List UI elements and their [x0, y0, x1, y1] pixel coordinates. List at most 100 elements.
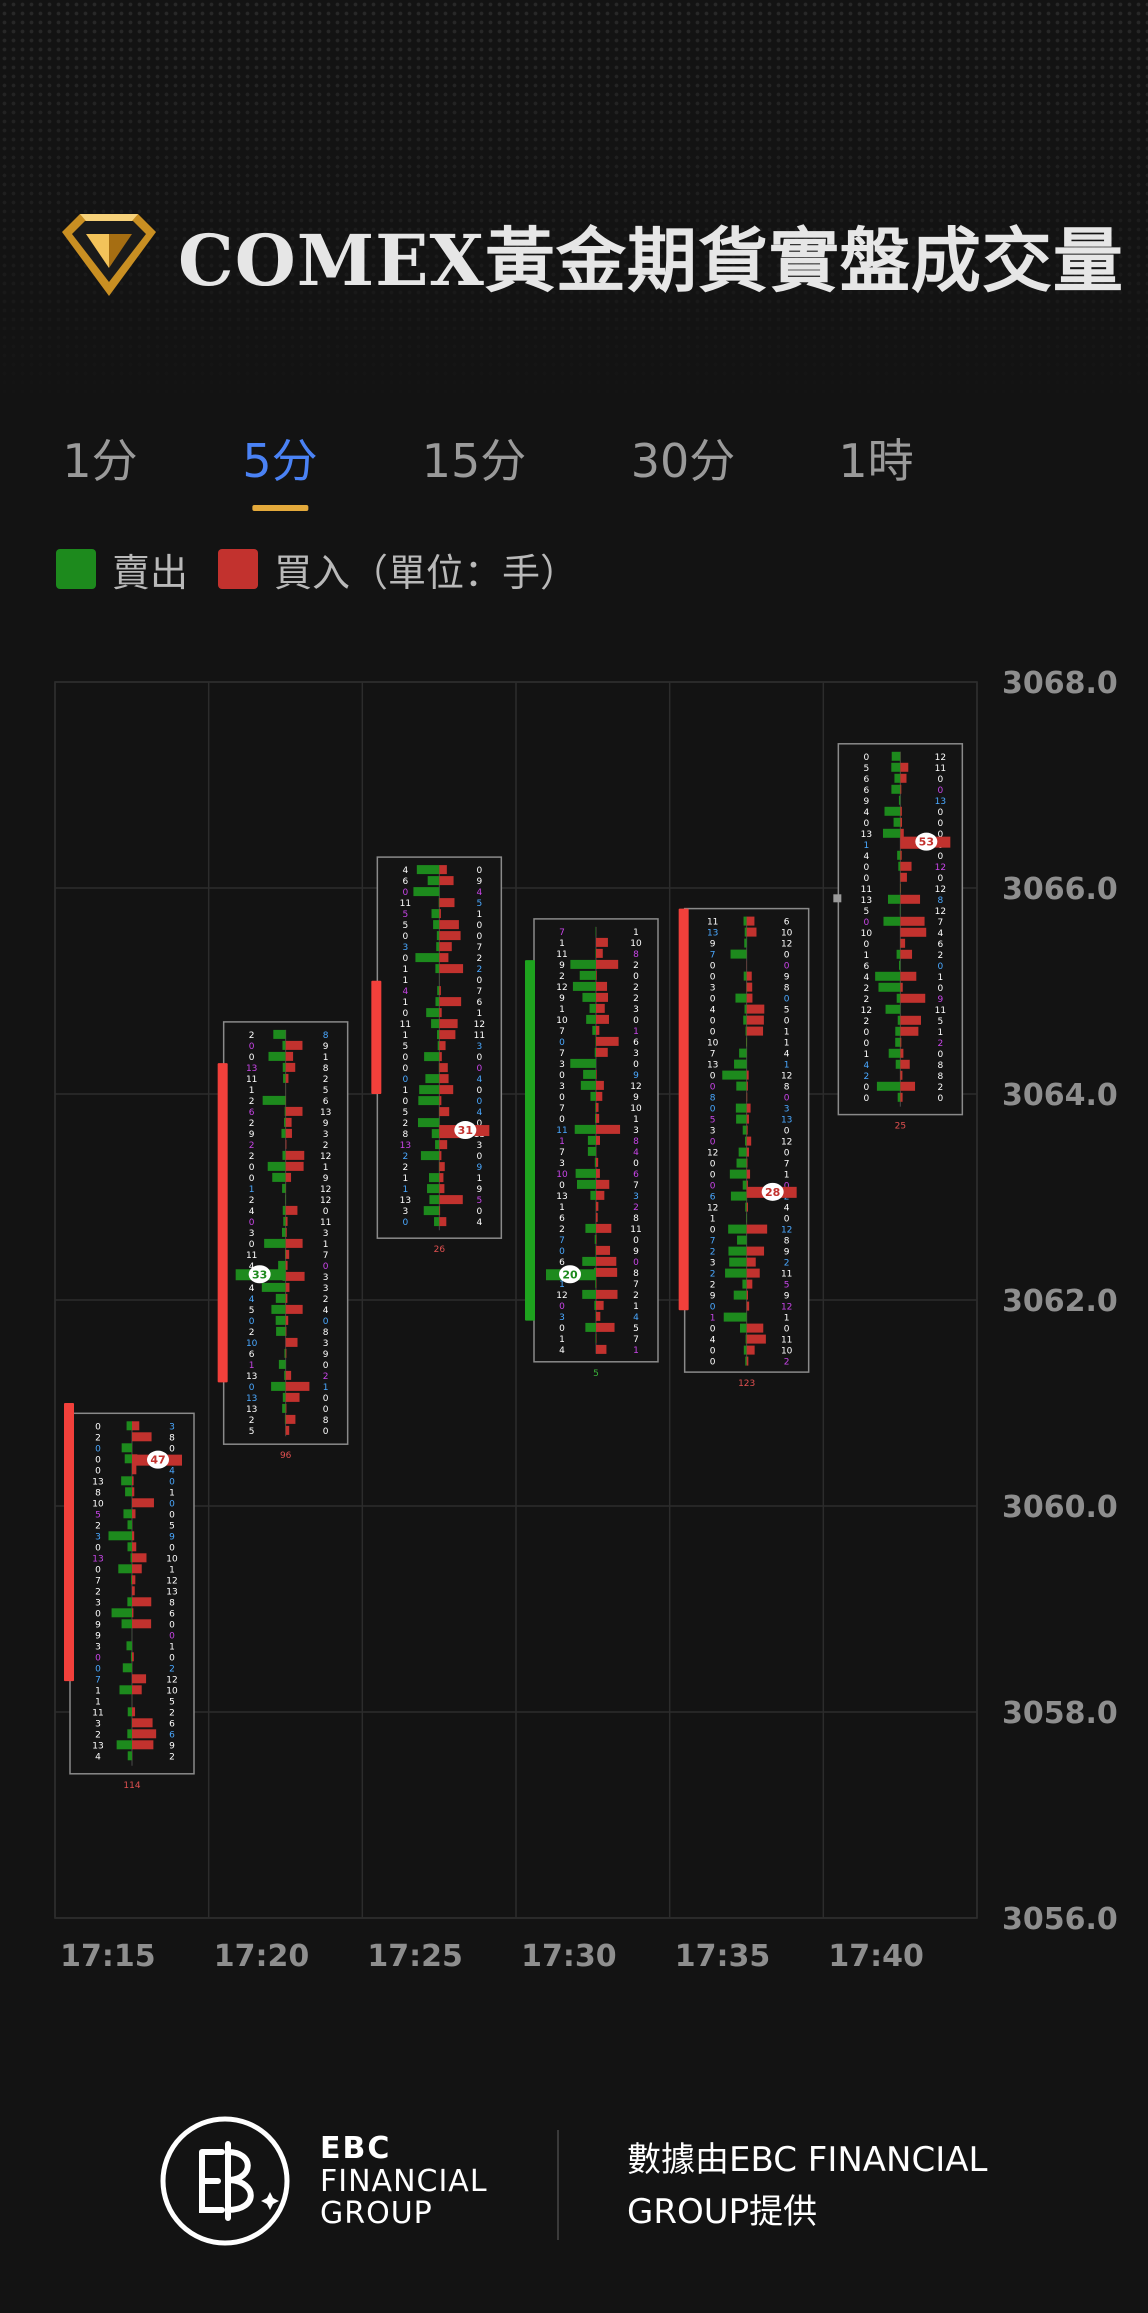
buy-volume-number: 0	[169, 1510, 175, 1520]
sell-volume-number: 2	[249, 1119, 255, 1129]
delta-footer-label: 25	[895, 1122, 906, 1132]
sell-volume-number: 2	[559, 972, 565, 982]
sell-volume-number: 6	[710, 1193, 716, 1203]
sell-volume-number: 4	[559, 1346, 565, 1356]
sell-volume-number: 1	[559, 939, 565, 949]
sell-volume-number: 9	[559, 961, 565, 971]
sell-volume-number: 0	[863, 1028, 869, 1038]
buy-volume-number: 11	[630, 1225, 641, 1235]
sell-volume-number: 0	[95, 1664, 101, 1674]
sell-volume-bar	[725, 1268, 747, 1278]
sell-volume-number: 0	[710, 1325, 716, 1335]
buy-volume-bar	[746, 1334, 766, 1344]
buy-volume-bar	[439, 931, 461, 941]
buy-volume-bar	[596, 1201, 599, 1211]
buy-volume-bar	[439, 1140, 448, 1150]
buy-volume-number: 9	[476, 1185, 482, 1195]
legend-buy: 買入（單位：手）	[218, 542, 578, 597]
sell-volume-number: 13	[92, 1554, 103, 1564]
sell-volume-number: 2	[249, 1141, 255, 1151]
buy-volume-number: 0	[937, 830, 943, 840]
buy-volume-number: 2	[323, 1372, 329, 1382]
tab-1-minute[interactable]: 1分	[62, 425, 137, 491]
sell-volume-bar	[582, 1289, 596, 1299]
sell-volume-number: 6	[559, 1258, 565, 1268]
tab-1-hour[interactable]: 1時	[838, 425, 913, 491]
buy-volume-number: 3	[169, 1422, 175, 1432]
credit-line-1: 數據由EBC FINANCIAL	[627, 2140, 988, 2180]
buy-volume-bar	[439, 1085, 454, 1095]
buy-volume-number: 9	[169, 1532, 175, 1542]
sell-volume-bar	[736, 1081, 747, 1091]
sell-volume-number: 3	[95, 1642, 101, 1652]
buy-volume-number: 6	[169, 1730, 175, 1740]
buy-volume-bar	[900, 971, 917, 981]
buy-volume-number: 5	[169, 1521, 175, 1531]
buy-volume-bar	[285, 1216, 288, 1226]
buy-volume-number: 0	[323, 1405, 329, 1415]
sell-volume-number: 5	[863, 907, 869, 917]
buy-volume-number: 1	[784, 1314, 790, 1324]
buy-volume-number: 1	[633, 1115, 639, 1125]
tab-30-minute[interactable]: 30分	[631, 425, 736, 491]
sell-volume-bar	[897, 850, 901, 860]
buy-volume-number: 11	[474, 1031, 485, 1041]
buy-volume-number: 12	[166, 1675, 177, 1685]
sell-volume-bar	[419, 1085, 440, 1095]
buy-volume-bar	[900, 1015, 921, 1025]
sell-volume-number: 0	[710, 1182, 716, 1192]
buy-volume-bar	[900, 938, 906, 948]
sell-volume-bar	[875, 971, 901, 981]
buy-volume-bar	[439, 865, 447, 875]
sell-volume-number: 12	[556, 983, 567, 993]
buy-volume-number: 3	[323, 1130, 329, 1140]
sell-volume-bar	[272, 1172, 286, 1182]
sell-volume-number: 0	[249, 1317, 255, 1327]
sell-volume-bar	[131, 1575, 132, 1585]
buy-volume-number: 1	[784, 1061, 790, 1071]
sell-volume-bar	[284, 1348, 286, 1358]
buy-volume-number: 5	[323, 1086, 329, 1096]
sell-volume-number: 13	[400, 1141, 411, 1151]
sell-volume-number: 0	[863, 1094, 869, 1104]
buy-volume-number: 11	[935, 1006, 946, 1016]
buy-volume-number: 3	[476, 1042, 482, 1052]
buy-volume-number: 2	[633, 994, 639, 1004]
buy-volume-number: 2	[633, 961, 639, 971]
buy-volume-number: 8	[633, 950, 639, 960]
buy-volume-number: 0	[784, 962, 790, 972]
sell-volume-bar	[745, 1202, 747, 1212]
delta-footer-label: 26	[434, 1245, 446, 1255]
buy-volume-number: 8	[323, 1416, 329, 1426]
buy-volume-number: 2	[633, 983, 639, 993]
buy-volume-number: 4	[169, 1466, 175, 1476]
sell-volume-bar	[745, 1334, 747, 1344]
buy-volume-number: 12	[474, 1020, 485, 1030]
buy-volume-bar	[439, 1008, 442, 1018]
sell-volume-number: 7	[559, 928, 565, 938]
buy-volume-number: 0	[937, 1050, 943, 1060]
tab-5-minute[interactable]: 5分	[242, 425, 318, 511]
sell-volume-bar	[437, 1030, 440, 1040]
tab-15-minute[interactable]: 15分	[422, 425, 527, 491]
sell-volume-bar	[730, 1191, 747, 1201]
sell-volume-bar	[428, 1173, 440, 1183]
sell-volume-number: 0	[559, 1247, 565, 1257]
buy-volume-number: 11	[935, 764, 946, 774]
buy-volume-bar	[746, 982, 753, 992]
sell-volume-number: 13	[861, 896, 872, 906]
sell-volume-number: 2	[863, 995, 869, 1005]
sell-volume-number: 2	[402, 1152, 408, 1162]
sell-volume-number: 5	[402, 1108, 408, 1118]
buy-volume-number: 6	[169, 1609, 175, 1619]
sell-volume-bar	[883, 916, 901, 926]
sell-volume-bar	[744, 938, 747, 948]
sell-volume-number: 7	[559, 1027, 565, 1037]
sell-volume-bar	[284, 1106, 286, 1116]
legend-sell: 賣出	[56, 542, 188, 597]
sell-volume-bar	[743, 1345, 747, 1355]
tab-active-indicator	[252, 505, 308, 511]
sell-volume-bar	[127, 1597, 132, 1607]
buy-volume-bar	[285, 1337, 298, 1347]
poc-value-label: 47	[150, 1454, 165, 1467]
